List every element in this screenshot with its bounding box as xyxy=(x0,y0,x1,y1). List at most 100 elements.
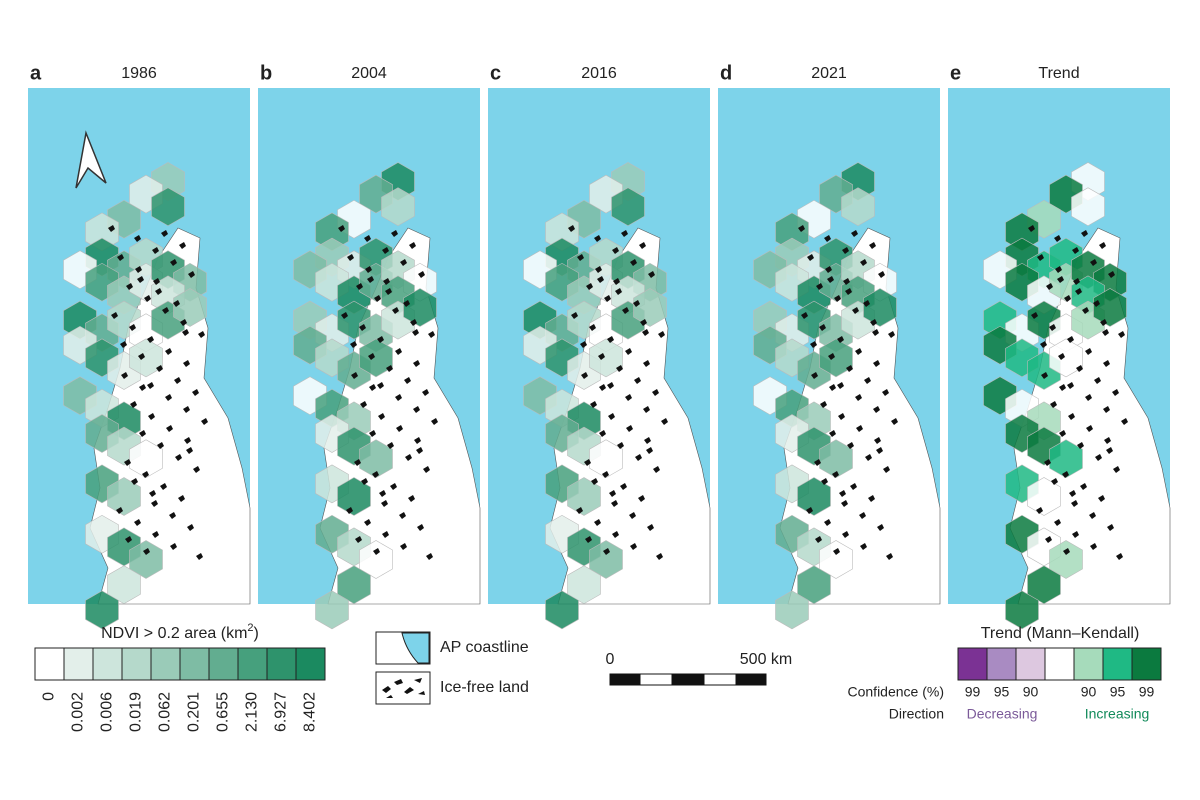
panel-title: 1986 xyxy=(121,65,157,82)
ice-free-land xyxy=(1085,348,1092,355)
ice-free-land xyxy=(147,336,154,343)
ice-free-land xyxy=(1103,360,1110,367)
ice-free-land xyxy=(201,418,208,425)
ice-free-land xyxy=(1116,553,1123,560)
ice-free-land xyxy=(630,543,637,550)
ice-free-land xyxy=(1062,471,1069,478)
ice-free-land xyxy=(604,295,611,302)
ndvi-swatch xyxy=(295,647,326,681)
ice-free-land xyxy=(591,478,598,485)
ice-free-land xyxy=(1081,230,1088,237)
ice-free-land xyxy=(833,548,840,555)
ice-free-land xyxy=(626,425,633,432)
ice-free-land xyxy=(381,500,388,507)
hex-cell xyxy=(589,338,623,378)
ice-free-land xyxy=(153,278,160,285)
ice-free-land xyxy=(351,372,358,379)
ice-free-land xyxy=(126,283,133,290)
ice-free-land xyxy=(640,319,647,326)
ice-free-land xyxy=(359,324,366,331)
ice-free-land xyxy=(400,543,407,550)
ice-free-land xyxy=(643,406,650,413)
hex-cell xyxy=(841,187,875,227)
ice-free-land xyxy=(609,490,616,497)
ndvi-swatch xyxy=(150,647,181,681)
ice-free-land xyxy=(182,329,189,336)
hex-cell xyxy=(819,338,853,378)
hex-cell xyxy=(1005,212,1039,252)
ndvi-label: 0.019 xyxy=(128,692,145,732)
ice-free-land xyxy=(633,300,640,307)
ice-free-land xyxy=(117,254,124,261)
ice-free-land xyxy=(395,394,402,401)
ice-free-land xyxy=(120,341,127,348)
confidence-value: 90 xyxy=(1023,684,1039,700)
ice-free-land xyxy=(617,442,624,449)
hex-cell xyxy=(1049,338,1083,378)
ice-free-land xyxy=(1057,276,1064,283)
ice-free-land xyxy=(653,466,660,473)
ice-free-land xyxy=(869,242,876,249)
ndvi-label: 6.927 xyxy=(273,692,290,732)
ice-free-land xyxy=(374,295,381,302)
confidence-value: 95 xyxy=(994,684,1010,700)
ice-free-land xyxy=(1090,259,1097,266)
hex-cell xyxy=(129,338,163,378)
ice-free-land xyxy=(602,471,609,478)
ice-free-land xyxy=(580,341,587,348)
ice-free-land xyxy=(364,519,371,526)
ice-free-land xyxy=(1046,283,1053,290)
ice-free-land xyxy=(860,543,867,550)
map-panel xyxy=(258,88,481,630)
ice-free-land xyxy=(147,382,154,389)
ice-free-land xyxy=(403,300,410,307)
trend-swatch xyxy=(957,647,988,681)
ice-free-land xyxy=(824,235,831,242)
ice-free-land xyxy=(179,242,186,249)
scale-start: 0 xyxy=(606,651,615,668)
ice-free-land xyxy=(151,500,158,507)
ice-free-land xyxy=(824,519,831,526)
ice-free-land xyxy=(369,384,376,391)
confidence-value: 90 xyxy=(1081,684,1097,700)
hex-cell xyxy=(85,212,119,252)
ice-free-land xyxy=(825,266,832,273)
ndvi-swatch xyxy=(208,647,239,681)
panel-title: 2016 xyxy=(581,65,617,82)
ice-free-land xyxy=(1085,394,1092,401)
ice-free-land xyxy=(874,437,881,444)
ice-free-land xyxy=(577,254,584,261)
ice-free-land xyxy=(108,225,115,232)
ice-free-land xyxy=(656,553,663,560)
hex-cell xyxy=(381,187,415,227)
ice-free-land xyxy=(417,524,424,531)
ndvi-swatch xyxy=(266,647,297,681)
map-panel xyxy=(948,88,1171,630)
ice-free-land xyxy=(1063,548,1070,555)
ndvi-swatch xyxy=(34,647,65,681)
ice-free-land xyxy=(852,307,859,314)
ice-free-land xyxy=(137,276,144,283)
ice-free-land xyxy=(431,418,438,425)
ice-free-land xyxy=(1069,490,1076,497)
ice-free-land xyxy=(612,531,619,538)
ice-free-land xyxy=(639,242,646,249)
ice-free-land xyxy=(144,295,151,302)
ice-free-land xyxy=(827,276,834,283)
ice-free-land xyxy=(850,483,857,490)
ice-free-land xyxy=(1098,495,1105,502)
ice-free-land xyxy=(1076,365,1083,372)
hex-cell xyxy=(85,590,119,630)
ice-free-land xyxy=(183,406,190,413)
ice-free-land xyxy=(372,471,379,478)
ice-free-land xyxy=(576,507,583,514)
ice-free-land xyxy=(399,512,406,519)
ice-free-land xyxy=(383,278,390,285)
ice-free-land xyxy=(160,483,167,490)
ice-free-land xyxy=(846,365,853,372)
ice-free-land xyxy=(873,406,880,413)
ice-free-land xyxy=(377,336,384,343)
ice-free-land xyxy=(638,495,645,502)
ice-free-land xyxy=(891,418,898,425)
ice-free-land xyxy=(367,276,374,283)
